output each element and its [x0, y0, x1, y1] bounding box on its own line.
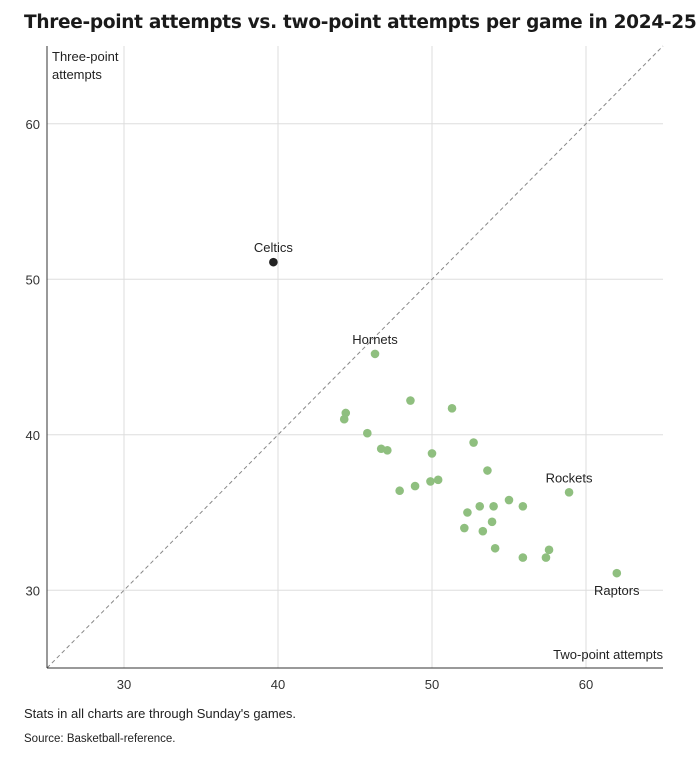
y-axis-label-line-2: attempts: [52, 67, 102, 82]
scatter-chart: 30 40 50 60 30 40 50 60 Three-point attempts Tw…: [26, 45, 664, 692]
team-point: [475, 501, 485, 511]
y-tick-label: 40: [26, 428, 40, 443]
point-raptors: [612, 568, 622, 578]
team-point: [410, 481, 420, 491]
point-label-celtics: Celtics: [254, 240, 294, 255]
x-tick-label: 40: [271, 677, 285, 692]
team-point: [395, 486, 404, 496]
team-point: [504, 495, 514, 505]
footnote: Stats in all charts are through Sunday's…: [24, 706, 297, 721]
tick-labels: 30 40 50 60 30 40 50 60: [26, 117, 594, 692]
team-point: [518, 501, 528, 511]
y-tick-label: 60: [26, 117, 40, 132]
x-axis-label: Two-point attempts: [553, 647, 663, 662]
team-point: [426, 477, 435, 486]
axes: [46, 46, 663, 669]
gridlines: [47, 46, 663, 668]
team-point: [487, 517, 497, 527]
point-rockets: [564, 487, 574, 497]
point-label-raptors: Raptors: [594, 583, 640, 598]
point-labels: Hornets Rockets Raptors Celtics: [254, 240, 640, 598]
point-label-hornets: Hornets: [352, 332, 398, 347]
team-point: [478, 526, 488, 536]
x-tick-label: 50: [425, 677, 439, 692]
team-point: [339, 414, 349, 424]
y-axis-label-line-1: Three-point: [52, 49, 119, 64]
team-point: [433, 475, 443, 485]
y-tick-label: 30: [26, 583, 40, 598]
point-label-rockets: Rockets: [546, 470, 593, 485]
team-point: [541, 553, 551, 562]
team-point: [447, 404, 457, 413]
team-point: [489, 501, 498, 511]
data-points: [269, 257, 622, 578]
team-point: [460, 523, 469, 533]
team-point: [406, 396, 415, 405]
team-point: [427, 449, 437, 458]
source-note: Source: Basketball-reference.: [24, 733, 176, 745]
team-point: [383, 446, 392, 455]
team-point: [544, 545, 554, 555]
x-tick-label: 30: [117, 677, 131, 692]
team-point: [483, 466, 492, 475]
team-point: [490, 543, 500, 553]
equality-reference-line: [46, 45, 664, 669]
team-point: [363, 428, 372, 438]
team-point: [463, 508, 472, 517]
point-hornets: [370, 349, 380, 359]
point-celtics: [269, 257, 278, 267]
team-point: [518, 553, 528, 562]
chart-title: Three-point attempts vs. two-point attem…: [24, 12, 696, 33]
y-tick-label: 50: [26, 272, 40, 287]
x-tick-label: 60: [579, 677, 593, 692]
team-point: [469, 438, 478, 447]
